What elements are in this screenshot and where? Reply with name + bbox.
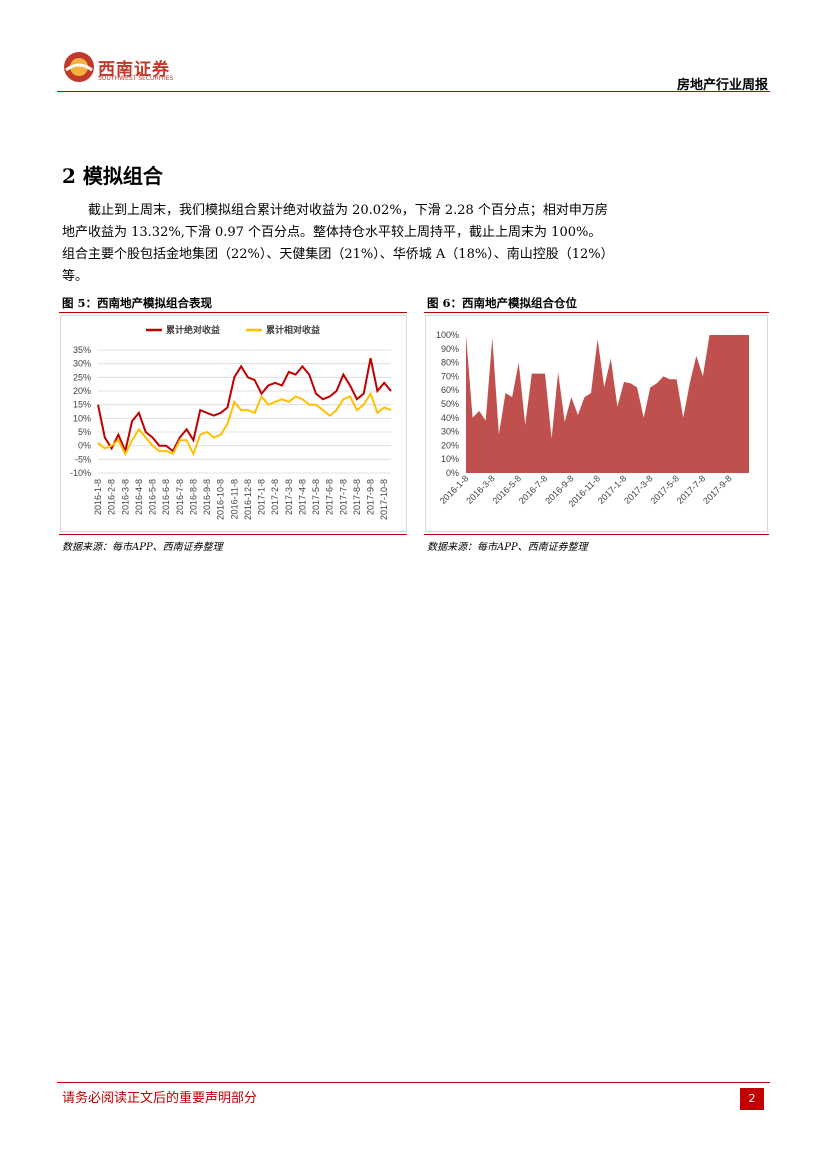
footer-rule bbox=[57, 1082, 770, 1083]
header-rule bbox=[57, 91, 770, 92]
x-tick-label: 2017-5-8 bbox=[311, 479, 321, 515]
y-tick-label: 20% bbox=[441, 440, 459, 450]
y-tick-label: 90% bbox=[441, 344, 459, 354]
legend-label: 累计绝对收益 bbox=[166, 324, 220, 335]
x-tick-label: 2017-10-8 bbox=[379, 479, 389, 520]
y-tick-label: 40% bbox=[441, 413, 459, 423]
page-number: 2 bbox=[740, 1088, 764, 1110]
footer-disclaimer: 请务必阅读正文后的重要声明部分 bbox=[62, 1091, 258, 1106]
x-tick-label: 2016-12-8 bbox=[243, 479, 253, 520]
y-tick-label: 5% bbox=[78, 427, 91, 437]
report-type: 房地产行业周报 bbox=[676, 78, 768, 93]
x-tick-label: 2017-9-8 bbox=[701, 473, 734, 506]
x-tick-label: 2016-5-8 bbox=[148, 479, 158, 515]
y-tick-label: 60% bbox=[441, 385, 459, 395]
figure-title: 图 6：西南地产模拟组合仓位 bbox=[427, 296, 578, 310]
y-tick-label: 30% bbox=[73, 359, 91, 369]
logo-subtext: SOUTHWEST SECURITIES bbox=[98, 75, 174, 82]
chart: 0%10%20%30%40%50%60%70%80%90%100%2016-1-… bbox=[425, 315, 768, 532]
x-tick-label: 2017-6-8 bbox=[325, 479, 335, 515]
y-tick-label: 10% bbox=[441, 454, 459, 464]
y-tick-label: 30% bbox=[441, 427, 459, 437]
chart: -10% -5% 0% 5% 10% 15% 20% 25% 30% 35% 2016-1-8 201… bbox=[60, 315, 407, 532]
x-tick-label: 2016-6-8 bbox=[161, 479, 171, 515]
x-tick-label: 2017-7-8 bbox=[338, 479, 348, 515]
x-tick-label: 2017-3-8 bbox=[284, 479, 294, 515]
y-tick-label: 10% bbox=[73, 413, 91, 423]
x-tick-label: 2016-8-8 bbox=[188, 479, 198, 515]
y-tick-label: -10% bbox=[70, 468, 91, 478]
x-tick-label: 2017-2-8 bbox=[270, 479, 280, 515]
figure-rule bbox=[59, 312, 407, 313]
figure-rule bbox=[424, 534, 769, 535]
y-tick-label: 20% bbox=[73, 386, 91, 396]
line bbox=[97, 391, 392, 457]
figure-rule bbox=[424, 312, 769, 313]
line bbox=[97, 357, 392, 455]
x-tick-label: 2017-1-8 bbox=[257, 479, 267, 515]
x-tick-label: 2016-7-8 bbox=[175, 479, 185, 515]
figure-title: 图 5：西南地产模拟组合表现 bbox=[62, 296, 213, 310]
legend-label: 累计相对收益 bbox=[266, 324, 320, 335]
y-tick-label: 15% bbox=[73, 400, 91, 410]
y-tick-label: -5% bbox=[75, 454, 91, 464]
y-tick-label: 35% bbox=[73, 345, 91, 355]
y-tick-label: 0% bbox=[446, 468, 459, 478]
x-tick-label: 2016-2-8 bbox=[107, 479, 117, 515]
paragraph: 截止到上周末，我们模拟组合累计绝对收益为 20.02%，下滑 2.28 个百分点… bbox=[62, 203, 614, 284]
figure-source: 数据来源：每市APP、西南证券整理 bbox=[62, 542, 223, 553]
y-tick-label: 50% bbox=[441, 399, 459, 409]
logo-icon bbox=[64, 52, 94, 82]
x-tick-label: 2016-3-8 bbox=[120, 479, 130, 515]
x-tick-label: 2016-10-8 bbox=[216, 479, 226, 520]
y-tick-label: 0% bbox=[78, 441, 91, 451]
x-tick-label: 2016-4-8 bbox=[134, 479, 144, 515]
y-tick-label: 100% bbox=[436, 330, 459, 340]
x-tick-label: 2017-4-8 bbox=[297, 479, 307, 515]
x-tick-label: 2016-11-8 bbox=[229, 479, 239, 519]
figure-rule bbox=[59, 534, 407, 535]
figure-source: 数据来源：每市APP、西南证券整理 bbox=[427, 542, 588, 553]
logo-text: 西南证券 bbox=[98, 60, 170, 80]
x-tick-label: 2017-8-8 bbox=[352, 479, 362, 515]
x-tick-label: 2016-1-8 bbox=[93, 479, 103, 515]
y-tick-label: 70% bbox=[441, 371, 459, 381]
x-tick-label: 2017-9-8 bbox=[366, 479, 376, 515]
section-title: 2 模拟组合 bbox=[62, 164, 163, 188]
y-tick-label: 80% bbox=[441, 358, 459, 368]
x-tick-label: 2016-9-8 bbox=[202, 479, 212, 515]
area bbox=[466, 335, 749, 473]
y-tick-label: 25% bbox=[73, 372, 91, 382]
